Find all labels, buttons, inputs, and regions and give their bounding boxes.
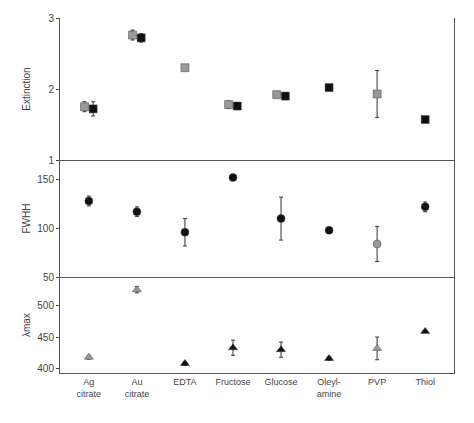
svg-text:λmax: λmax xyxy=(21,313,32,337)
svg-text:Oleyl-amine: Oleyl-amine xyxy=(317,377,342,399)
svg-text:3: 3 xyxy=(48,13,54,24)
svg-text:PVP: PVP xyxy=(368,377,386,387)
svg-text:Aucitrate: Aucitrate xyxy=(125,377,150,399)
svg-text:FWHH: FWHH xyxy=(21,204,32,234)
svg-text:500: 500 xyxy=(37,300,54,311)
svg-text:400: 400 xyxy=(37,363,54,374)
svg-text:Extinction: Extinction xyxy=(21,67,32,110)
svg-text:50: 50 xyxy=(43,272,55,283)
svg-text:Glucose: Glucose xyxy=(265,377,298,387)
svg-text:450: 450 xyxy=(37,332,54,343)
svg-text:Fructose: Fructose xyxy=(215,377,250,387)
svg-text:Agcitrate: Agcitrate xyxy=(77,377,102,399)
svg-text:1: 1 xyxy=(48,155,54,166)
svg-text:150: 150 xyxy=(37,174,54,185)
svg-text:Thiol: Thiol xyxy=(415,377,435,387)
svg-text:EDTA: EDTA xyxy=(173,377,196,387)
svg-text:100: 100 xyxy=(37,223,54,234)
svg-text:2: 2 xyxy=(48,84,54,95)
